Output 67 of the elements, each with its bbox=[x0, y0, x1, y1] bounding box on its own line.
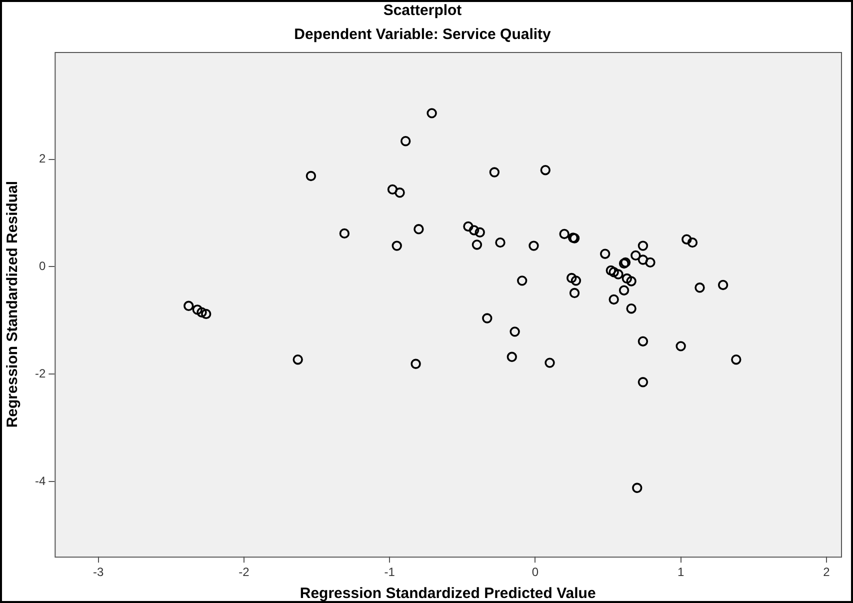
point bbox=[414, 224, 424, 234]
point bbox=[510, 326, 520, 337]
point bbox=[292, 354, 303, 365]
x-tick-label: -3 bbox=[93, 565, 104, 580]
x-tick-label: -2 bbox=[238, 565, 250, 580]
point bbox=[632, 482, 642, 493]
point bbox=[528, 240, 539, 251]
point bbox=[682, 234, 692, 244]
point bbox=[608, 294, 619, 305]
point bbox=[638, 336, 648, 346]
point bbox=[392, 240, 402, 251]
point bbox=[387, 184, 398, 195]
x-tick-label: 0 bbox=[532, 565, 539, 580]
point bbox=[718, 280, 728, 290]
point bbox=[394, 188, 405, 198]
point bbox=[638, 240, 648, 251]
point bbox=[638, 254, 648, 265]
point bbox=[517, 276, 528, 286]
point bbox=[306, 170, 316, 182]
chart-subtitle: Dependent Variable: Service Quality bbox=[294, 26, 552, 44]
point bbox=[600, 248, 610, 259]
point bbox=[468, 225, 480, 236]
y-tick-label: -2 bbox=[35, 366, 46, 380]
point bbox=[570, 276, 582, 286]
point bbox=[694, 282, 705, 293]
point bbox=[196, 307, 207, 318]
point bbox=[192, 304, 202, 315]
point bbox=[630, 250, 641, 261]
point bbox=[676, 341, 686, 352]
point bbox=[544, 358, 555, 368]
x-axis-title: Regression Standardized Predicted Value bbox=[300, 585, 596, 602]
x-tick-label: 2 bbox=[823, 565, 830, 580]
point bbox=[426, 108, 437, 118]
chart-title: Scatterplot bbox=[383, 2, 462, 20]
point bbox=[184, 300, 194, 312]
point bbox=[506, 352, 518, 362]
point bbox=[569, 288, 580, 298]
point bbox=[638, 377, 648, 388]
point bbox=[622, 273, 632, 284]
point bbox=[559, 228, 570, 240]
point bbox=[489, 167, 500, 178]
point bbox=[645, 257, 656, 268]
y-tick-label: 0 bbox=[38, 259, 46, 274]
point bbox=[626, 276, 636, 286]
y-tick-label: 2 bbox=[38, 152, 46, 166]
point bbox=[339, 228, 350, 239]
y-axis-title: Regression Standardized Residual bbox=[4, 180, 22, 428]
point bbox=[731, 354, 742, 365]
y-tick-label: -4 bbox=[35, 474, 46, 488]
point bbox=[463, 221, 474, 232]
point bbox=[566, 272, 577, 284]
point bbox=[613, 269, 624, 280]
x-tick-label: 1 bbox=[677, 565, 684, 580]
point bbox=[201, 308, 212, 320]
point bbox=[687, 237, 698, 248]
point bbox=[540, 165, 550, 176]
point bbox=[626, 303, 636, 314]
point bbox=[618, 285, 630, 296]
point bbox=[410, 358, 421, 369]
point bbox=[482, 313, 492, 324]
point bbox=[472, 240, 482, 250]
x-tick-label: -1 bbox=[384, 565, 396, 580]
point bbox=[495, 237, 506, 248]
point bbox=[608, 266, 619, 278]
point bbox=[474, 227, 485, 238]
point bbox=[400, 136, 411, 146]
point bbox=[606, 265, 616, 276]
